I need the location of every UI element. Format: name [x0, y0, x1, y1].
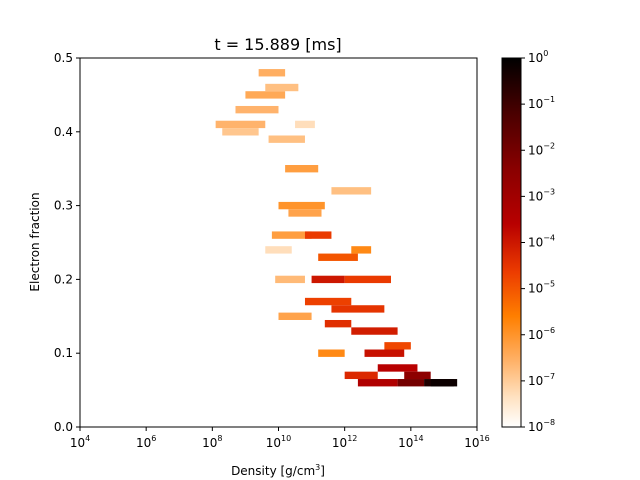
y-axis-label: Electron fraction	[28, 192, 42, 291]
heatmap-cell	[364, 349, 405, 357]
colorbar-tick-label: 100	[528, 49, 548, 65]
heatmap-cell	[245, 91, 286, 99]
y-tick-label: 0.0	[54, 420, 73, 434]
heatmap-cell	[295, 120, 315, 129]
heatmap-cell	[278, 201, 325, 210]
colorbar-tick-label: 10−7	[528, 372, 555, 388]
y-axis: 0.0 0.1 0.2 0.3 0.4 0.5	[54, 51, 80, 434]
colorbar-tick-label: 10−3	[528, 187, 555, 203]
heatmap-cell	[397, 379, 425, 387]
colorbar	[501, 57, 522, 428]
x-axis: 104 106 108 1010 1012 1014 1016	[70, 427, 490, 450]
heatmap-cell	[404, 371, 431, 380]
x-tick-label: 1014	[398, 434, 423, 450]
heatmap-cell	[318, 253, 358, 261]
heatmap-cell	[278, 312, 312, 320]
heatmap-cell	[265, 246, 292, 254]
heatmap-cell	[344, 371, 378, 380]
x-tick-label: 1016	[464, 434, 489, 450]
colorbar-tick-label: 10−6	[528, 326, 555, 342]
heatmap-cell	[265, 83, 299, 92]
x-axis-label: Density [g/cm3]	[231, 463, 325, 478]
y-tick-label: 0.5	[54, 51, 73, 65]
heatmap-cell	[357, 379, 398, 387]
heatmap-cell	[271, 231, 312, 239]
y-tick-label: 0.3	[54, 199, 73, 213]
heatmap-cell	[318, 349, 345, 357]
colorbar-axis: 100 10−1 10−2 10−3 10−4 10−5 10−6 10−7 10−8	[521, 49, 555, 434]
heatmap-cell	[288, 209, 322, 217]
x-axis-label-exponent: 3	[315, 463, 320, 472]
colorbar-tick-label: 10−5	[528, 280, 555, 296]
x-tick-label: 106	[136, 434, 156, 450]
heatmap-cell	[304, 231, 332, 239]
chart-title: t = 15.889 [ms]	[214, 35, 341, 54]
heatmap-cell	[268, 135, 305, 143]
heatmap-cell	[215, 120, 266, 129]
x-tick-label: 108	[202, 434, 222, 450]
y-tick-label: 0.2	[54, 272, 73, 286]
heatmap-cell	[430, 379, 458, 387]
y-tick-label: 0.1	[54, 346, 73, 360]
heatmap-cell	[384, 342, 411, 350]
heatmap-cell	[377, 364, 418, 372]
x-tick-label: 104	[70, 434, 90, 450]
heatmap-cell	[331, 305, 385, 313]
heatmap-cells	[215, 69, 458, 387]
x-tick-label: 1012	[332, 434, 357, 450]
heatmap-cell	[351, 246, 372, 254]
heatmap-cell	[285, 165, 319, 173]
heatmap-cell	[258, 69, 286, 77]
heatmap-cell	[351, 327, 398, 335]
y-tick-label: 0.4	[54, 125, 73, 139]
heatmap-cell	[275, 275, 305, 284]
heatmap-cell	[311, 275, 345, 284]
colorbar-tick-label: 10−8	[528, 418, 555, 434]
heatmap-cell	[304, 297, 352, 306]
heatmap-cell	[331, 187, 372, 195]
heatmap-cell	[235, 105, 279, 114]
heatmap-cell	[344, 275, 391, 284]
colorbar-tick-label: 10−2	[528, 141, 555, 157]
colorbar-tick-label: 10−4	[528, 234, 555, 250]
x-tick-label: 1010	[266, 434, 291, 450]
heatmap-cell	[324, 319, 352, 328]
heatmap-cell	[222, 128, 259, 136]
colorbar-tick-label: 10−1	[528, 95, 555, 111]
